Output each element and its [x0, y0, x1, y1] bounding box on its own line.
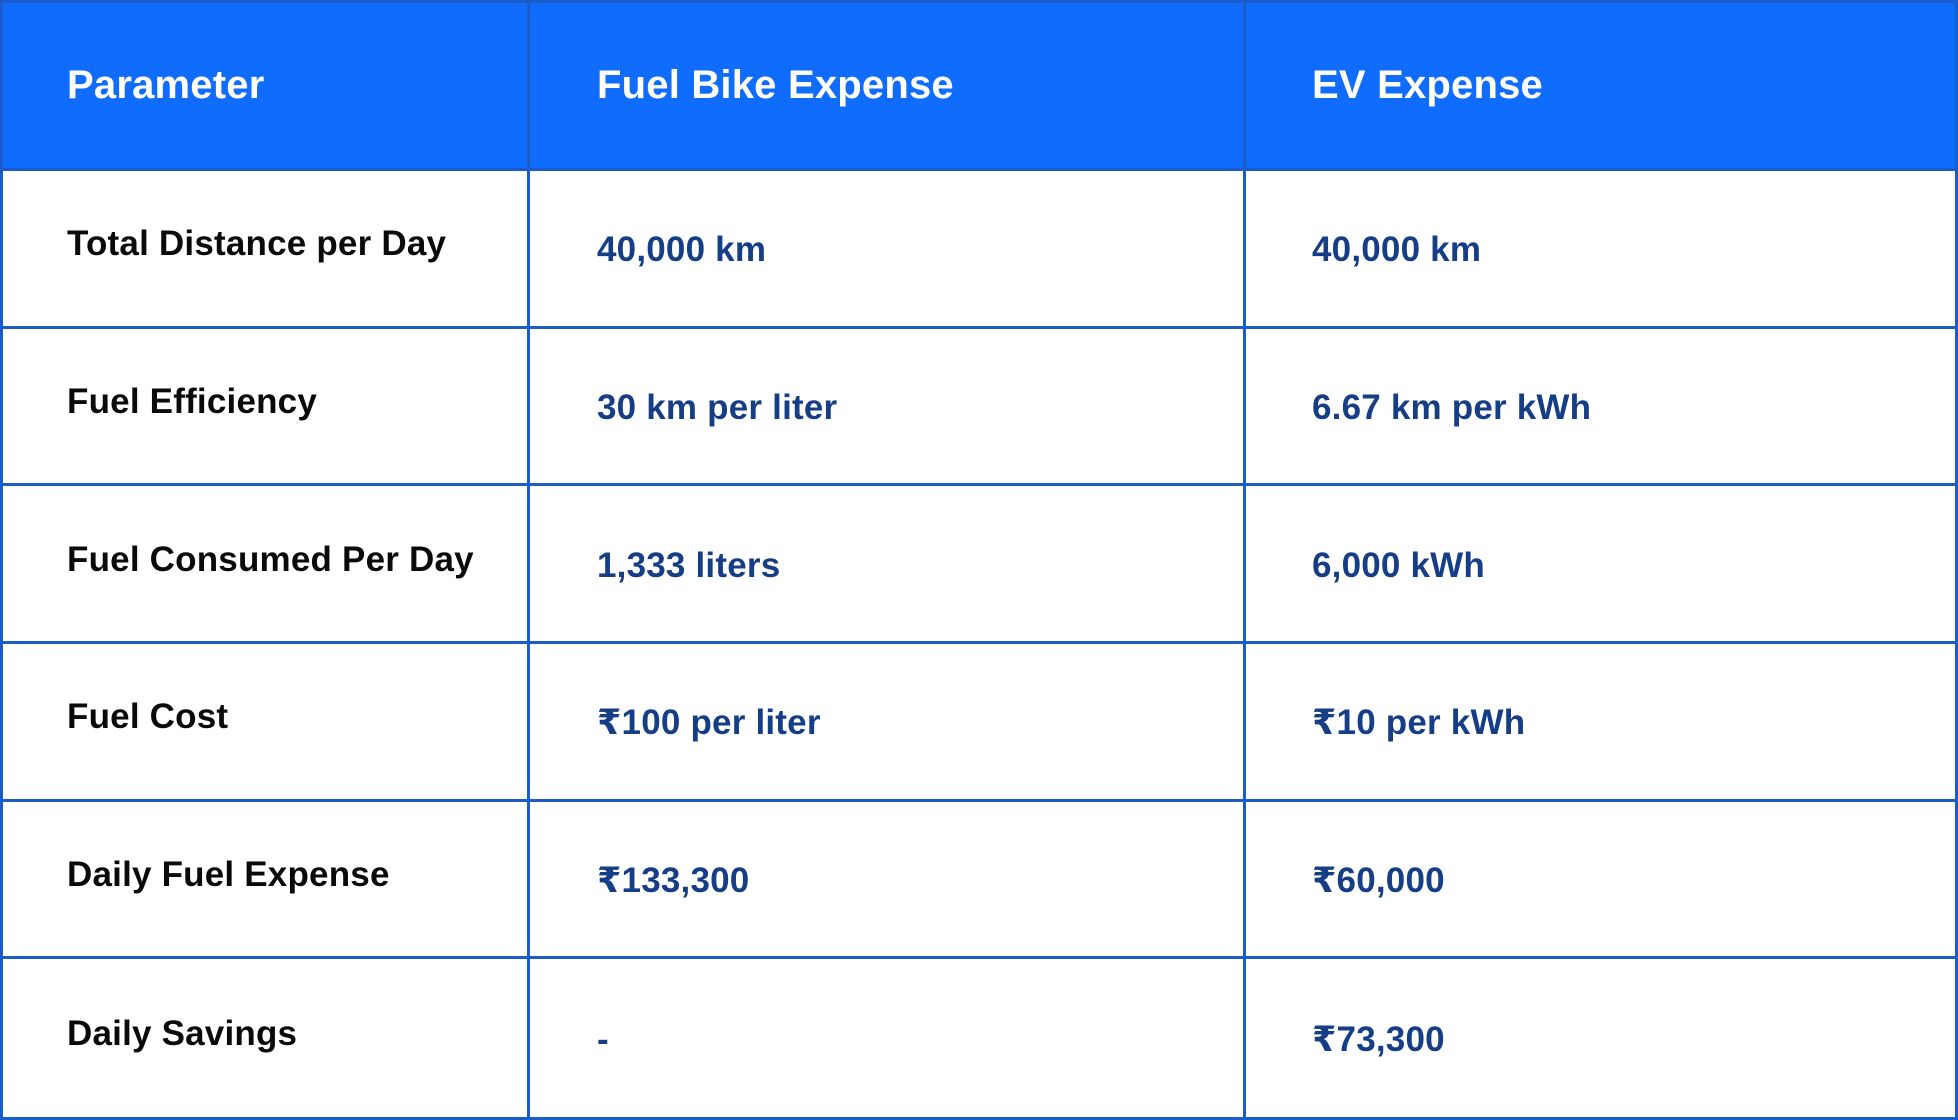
row-fuel-bike-fuel-efficiency: 30 km per liter [530, 328, 1246, 487]
row-parameter-daily-fuel-expense: Daily Fuel Expense [3, 801, 530, 960]
row-ev-fuel-efficiency: 6.67 km per kWh [1246, 329, 1955, 487]
header-parameter: Parameter [3, 3, 530, 171]
row-parameter-total-distance: Total Distance per Day [3, 171, 530, 329]
row-ev-daily-savings: ₹73,300 [1312, 1020, 1445, 1060]
row-fuel-bike-daily-fuel-expense: ₹133,300 [530, 801, 1246, 960]
row-parameter-fuel-consumed: Fuel Consumed Per Day [3, 486, 530, 644]
row-parameter-daily-savings: Daily Savings [3, 959, 530, 1117]
row-ev-daily-fuel-expense: ₹60,000 [1246, 802, 1955, 960]
row-ev-total-distance: 40,000 km [1246, 171, 1955, 329]
row-fuel-bike-daily-savings: - [530, 959, 1246, 1117]
header-ev-expense: EV Expense [1246, 3, 1955, 171]
row-parameter-fuel-efficiency: Fuel Efficiency [3, 328, 530, 487]
header-fuel-bike-expense: Fuel Bike Expense [530, 3, 1246, 171]
row-ev-fuel-cost: ₹10 per kWh [1246, 644, 1955, 802]
row-fuel-bike-total-distance: 40,000 km [530, 171, 1246, 329]
row-fuel-bike-fuel-cost: ₹100 per liter [530, 644, 1246, 802]
row-parameter-fuel-cost: Fuel Cost [3, 644, 530, 802]
row-fuel-bike-fuel-consumed: 1,333 liters [530, 486, 1246, 644]
row-ev-fuel-consumed: 6,000 kWh [1246, 486, 1955, 644]
